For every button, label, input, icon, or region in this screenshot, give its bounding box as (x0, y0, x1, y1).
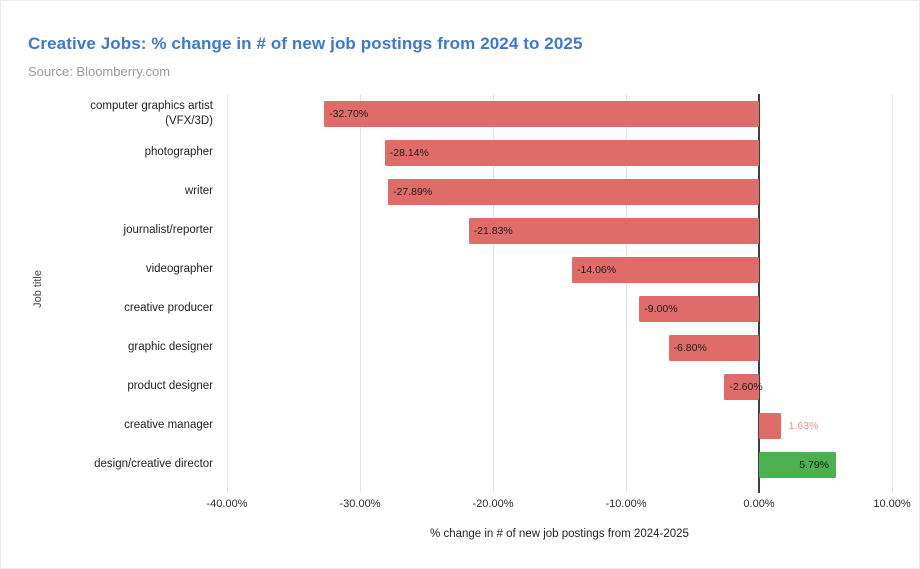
bar-value-label: -28.14% (389, 146, 429, 159)
category-label: creative manager (124, 419, 213, 432)
y-axis-title-text: Job title (32, 270, 44, 308)
chart-title: Creative Jobs: % change in # of new job … (28, 34, 583, 54)
bar-value-label: -14.06% (577, 263, 617, 276)
x-tick-label: -30.00% (339, 498, 381, 510)
y-axis-title: Job title (30, 94, 46, 484)
x-tick-label: 10.00% (873, 498, 911, 510)
category-label: computer graphics artist (VFX/3D) (90, 99, 213, 127)
bar-computer-graphics-artist-vfx-3d: -32.70% (324, 100, 759, 127)
bar-value-label: -21.83% (473, 224, 513, 237)
bar-graphic-designer: -6.80% (668, 334, 759, 361)
category-label: videographer (145, 263, 213, 276)
bar-photographer: -28.14% (384, 139, 759, 166)
bar-value-label: 1.63% (788, 419, 819, 432)
gridline (492, 94, 494, 493)
bar-value-label: -32.70% (329, 107, 369, 120)
gridline (891, 94, 893, 493)
gridline (359, 94, 361, 493)
bar-design-creative-director: 5.79% (759, 451, 836, 478)
category-label: journalist/reporter (123, 224, 213, 237)
category-label: writer (184, 185, 213, 198)
bar-value-label: -2.60% (729, 380, 763, 393)
category-label: graphic designer (127, 341, 213, 354)
bar-product-designer: -2.60% (724, 373, 763, 400)
bar-journalist-reporter: -21.83% (468, 217, 759, 244)
category-labels: computer graphics artist (VFX/3D) photogr… (56, 94, 219, 484)
bar-creative-producer: -9.00% (639, 295, 759, 322)
gridline (625, 94, 627, 493)
bar-value-label: -27.89% (393, 185, 433, 198)
category-label: photographer (144, 146, 213, 159)
x-axis-title: % change in # of new job postings from 2… (430, 528, 689, 540)
x-tick-label: -20.00% (472, 498, 514, 510)
bar-value-label: 5.79% (799, 458, 829, 471)
category-label: product designer (127, 380, 213, 393)
x-tick-label: -10.00% (605, 498, 647, 510)
x-tick-label: 0.00% (743, 498, 775, 510)
category-label: design/creative director (94, 458, 213, 471)
zero-axis-line (758, 94, 760, 493)
category-label: creative producer (124, 302, 213, 315)
bar-videographer: -14.06% (572, 256, 759, 283)
chart-source: Source: Bloomberry.com (28, 64, 171, 79)
bar-creative-manager (759, 412, 781, 439)
plot-area: -40.00% -30.00% -20.00% -10.00% 0.00% 10.00% -… (207, 94, 911, 510)
bar-writer: -27.89% (388, 178, 759, 205)
bar-value-label: -6.80% (673, 341, 707, 354)
bar-value-label: -9.00% (644, 302, 678, 315)
x-tick-label: -40.00% (206, 498, 248, 510)
gridline (226, 94, 228, 493)
